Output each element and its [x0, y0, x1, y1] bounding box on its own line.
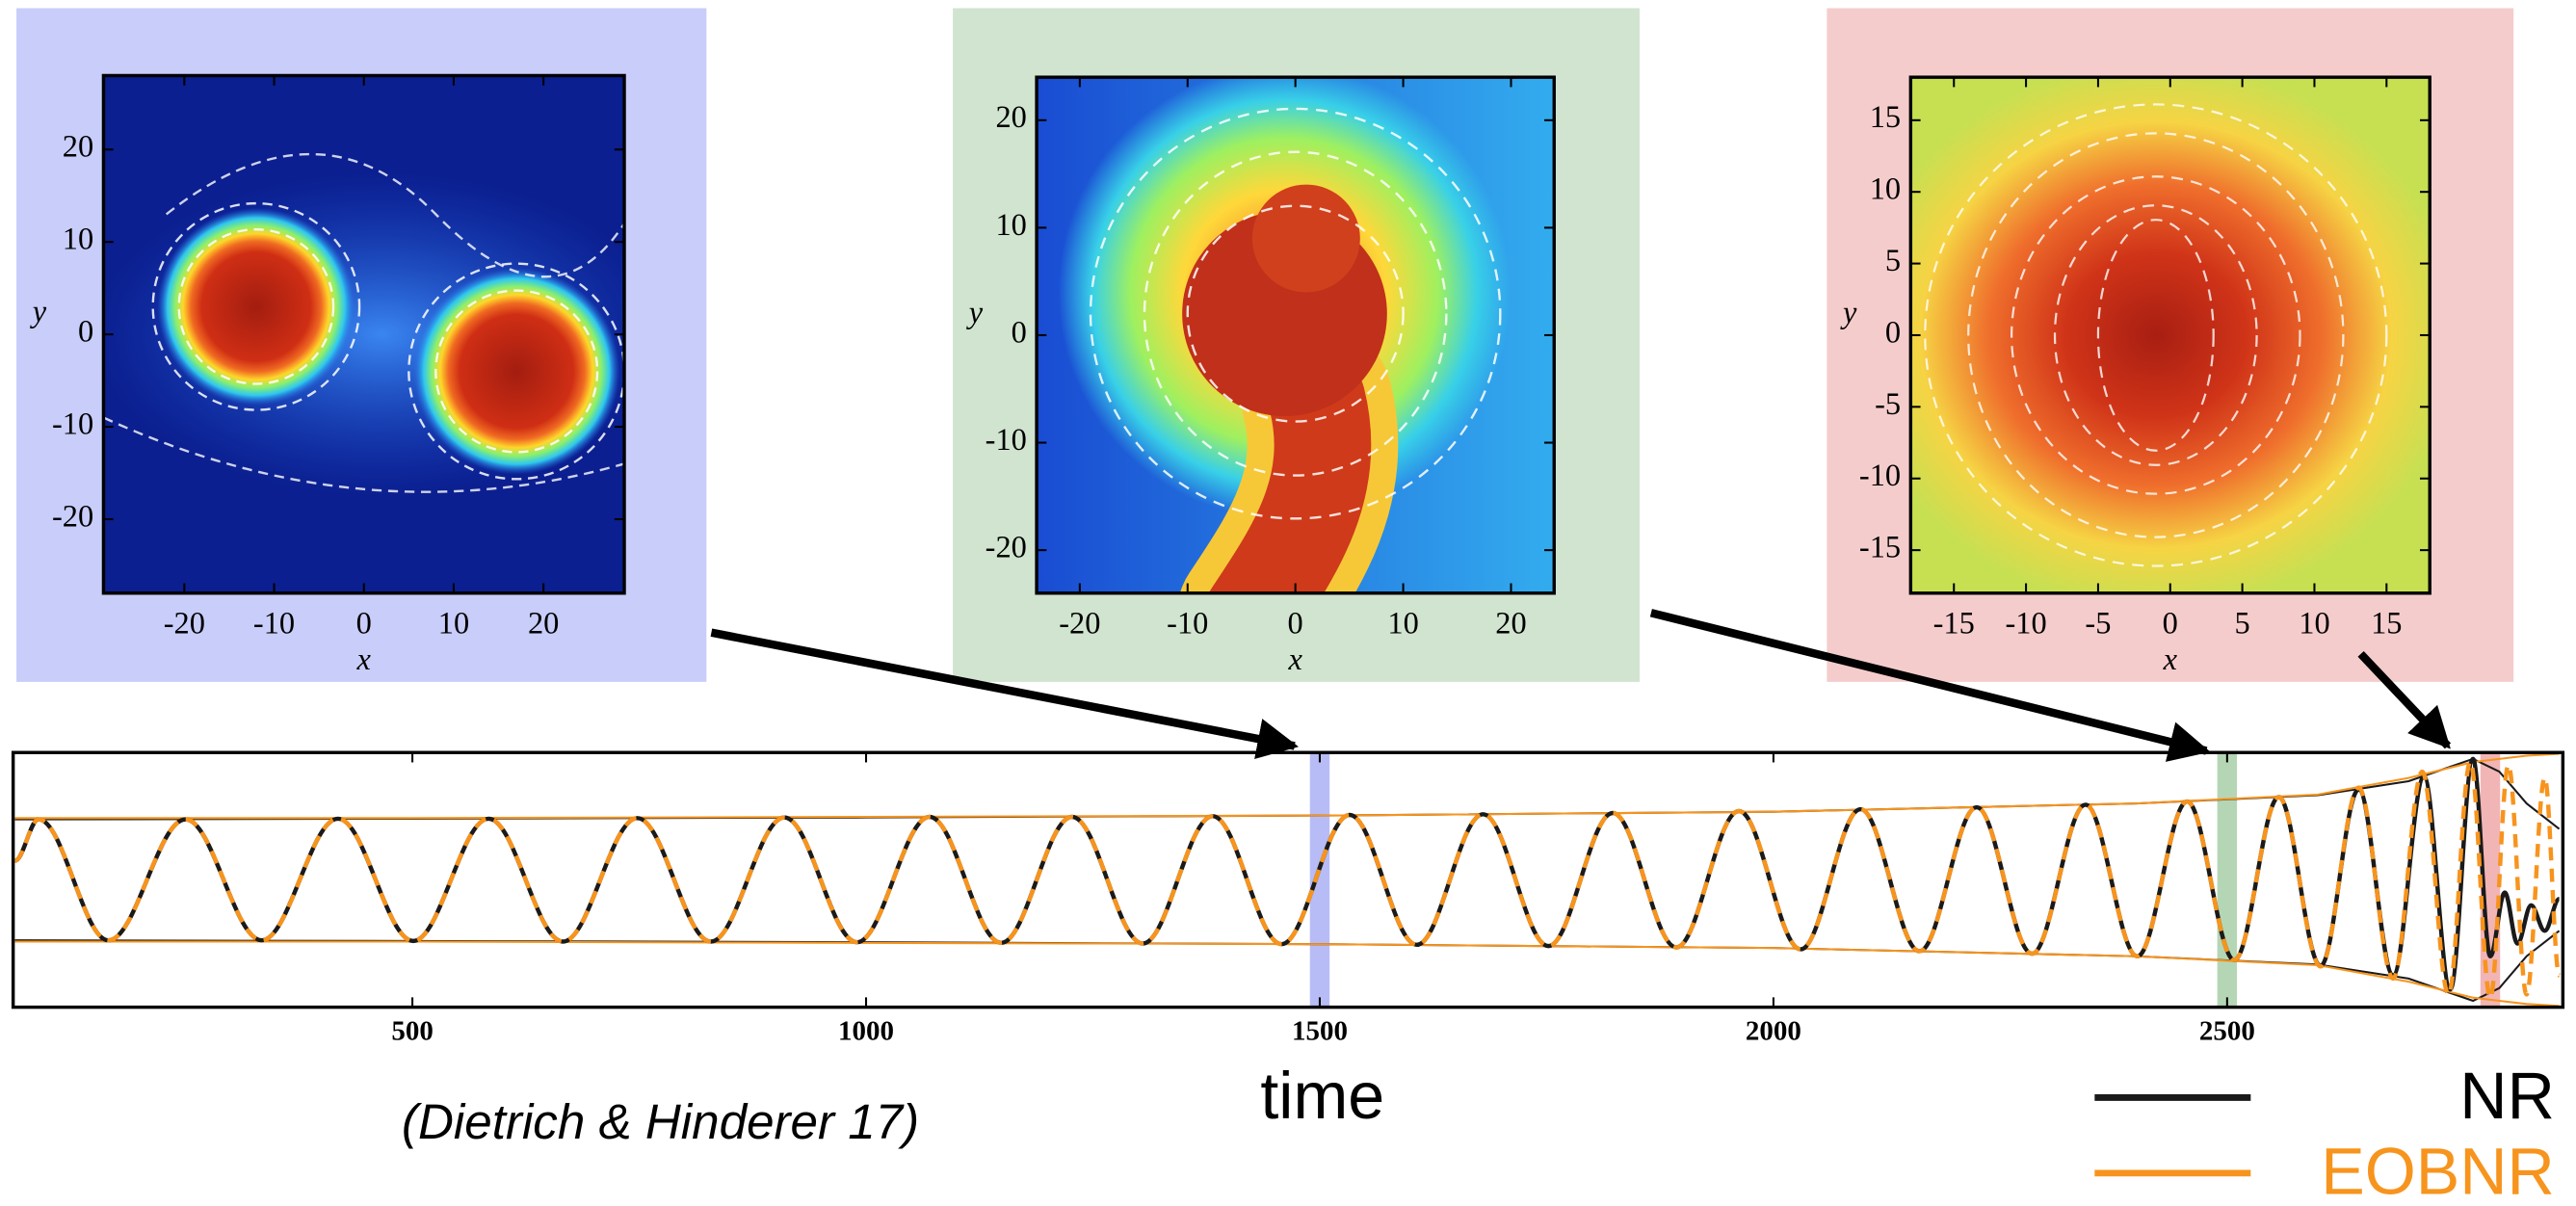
x-tick-label: -5: [2085, 606, 2111, 641]
y-tick-label: 20: [995, 100, 1026, 135]
x-tick-label: 1500: [1292, 1016, 1348, 1047]
field: [1910, 77, 2431, 593]
x-tick-label: -15: [1933, 606, 1975, 641]
waveform: [13, 756, 2561, 992]
y-tick-label: 10: [995, 208, 1026, 243]
contour: [2011, 175, 2301, 495]
x-tick-label: -10: [1167, 606, 1208, 641]
x-tick-label: 10: [1387, 606, 1418, 641]
y-tick-label: 20: [63, 130, 93, 165]
y-tick-label: -15: [1859, 531, 1901, 565]
x-tick-label: 0: [356, 606, 372, 641]
y-tick-label: -20: [52, 499, 93, 534]
x-tick-label: 10: [438, 606, 469, 641]
arrows: [710, 609, 2452, 762]
contour: [434, 289, 599, 454]
x-axis-label: x: [356, 642, 372, 677]
y-tick-label: 0: [1885, 315, 1901, 350]
heatmap-image: [1037, 77, 1555, 593]
x-tick-label: 0: [1288, 606, 1303, 641]
x-tick-label: 2500: [2199, 1016, 2255, 1047]
y-tick-label: 10: [63, 223, 93, 257]
highlight-band: [2217, 752, 2238, 1008]
x-tick-label: -20: [164, 606, 205, 641]
y-tick-label: 15: [1870, 100, 1901, 135]
waveform: [13, 759, 2562, 1000]
y-tick-label: 10: [1870, 172, 1901, 207]
core: [1251, 184, 1360, 293]
y-tick-label: 0: [1012, 315, 1027, 350]
y-tick-label: 5: [1885, 244, 1901, 278]
arrow: [1649, 609, 2211, 762]
arrow: [710, 628, 1300, 760]
contour: [1186, 204, 1405, 423]
plot-area: [13, 752, 2562, 1008]
contour: [1967, 132, 2345, 538]
x-axis-label: time: [1260, 1060, 1384, 1133]
legend-label: EOBNR: [2321, 1135, 2555, 1206]
x-tick-label: 1000: [838, 1016, 894, 1047]
y-tick-label: -10: [986, 423, 1027, 458]
contour: [103, 416, 625, 493]
heatmap-image: [1910, 77, 2431, 593]
y-tick-label: -10: [52, 406, 93, 441]
contour: [1143, 150, 1448, 477]
y-tick-label: -20: [986, 531, 1027, 565]
tail: [1209, 351, 1372, 593]
x-tick-label: 0: [2163, 606, 2178, 641]
heatmap-image: [103, 75, 625, 593]
x-tick-label: 15: [2371, 606, 2402, 641]
y-tick-label: 0: [78, 315, 93, 350]
blob: [157, 207, 355, 406]
envelope-upper: [14, 752, 2560, 820]
blob: [413, 268, 620, 475]
x-tick-label: 2000: [1746, 1016, 1801, 1047]
x-tick-label: -10: [253, 606, 295, 641]
x-tick-label: -10: [2005, 606, 2046, 641]
y-tick-label: -5: [1875, 387, 1901, 422]
plot-frame: [11, 750, 2565, 1009]
x-tick-label: -20: [1059, 606, 1100, 641]
x-tick-label: 20: [528, 606, 559, 641]
highlight-band: [1309, 752, 1330, 1008]
x-axis-label: x: [1287, 642, 1302, 677]
contour: [165, 152, 625, 278]
arrow: [2357, 650, 2452, 749]
envelope-lower: [14, 940, 2560, 1008]
annotation: (Dietrich & Hinderer 17): [402, 1094, 919, 1149]
x-tick-label: 10: [2299, 606, 2329, 641]
contour: [1089, 107, 1502, 520]
y-tick-label: -10: [1859, 459, 1901, 493]
legend-label: NR: [2459, 1060, 2555, 1133]
x-tick-label: 500: [391, 1016, 433, 1047]
contour: [151, 201, 361, 411]
y-axis-label: y: [966, 296, 984, 330]
x-tick-label: 5: [2235, 606, 2250, 641]
contour: [177, 227, 335, 385]
contour: [2053, 204, 2258, 466]
x-tick-label: 20: [1495, 606, 1526, 641]
y-axis-label: y: [30, 295, 47, 329]
contour: [2096, 219, 2215, 452]
x-axis-label: x: [2163, 642, 2178, 677]
y-axis-label: y: [1840, 296, 1857, 330]
contour: [1924, 103, 2388, 567]
